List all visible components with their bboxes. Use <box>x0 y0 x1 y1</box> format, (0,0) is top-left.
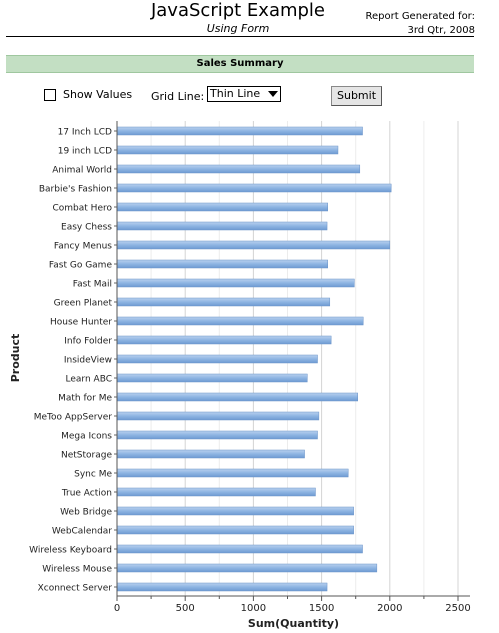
bar <box>116 221 328 231</box>
bar <box>116 525 354 535</box>
bar <box>116 240 391 250</box>
dropdown-arrow-icon <box>268 91 278 97</box>
category-label: Info Folder <box>64 337 112 347</box>
category-label: Animal World <box>52 166 112 176</box>
grid-line-label: Grid Line: <box>151 90 205 103</box>
category-label: Fancy Menus <box>54 242 112 252</box>
bar <box>116 392 358 402</box>
x-tick-label: 2500 <box>445 603 470 614</box>
x-tick-label: 1500 <box>309 603 334 614</box>
category-label: Web Bridge <box>60 508 112 518</box>
grid-line-selected: Thin Line <box>210 87 261 100</box>
show-values-checkbox[interactable] <box>44 89 56 101</box>
x-axis-title: Sum(Quantity) <box>248 617 339 630</box>
category-label: MeToo AppServer <box>34 413 113 423</box>
category-label: Green Planet <box>54 299 113 309</box>
submit-button[interactable]: Submit <box>331 86 382 106</box>
bar <box>116 449 305 459</box>
bar <box>116 506 354 516</box>
category-label: WebCalendar <box>52 527 112 537</box>
category-label: Barbie's Fashion <box>39 185 112 195</box>
page-title: JavaScript Example <box>150 0 326 21</box>
bar <box>116 544 363 554</box>
category-label: Xconnect Server <box>38 584 113 594</box>
bar <box>116 487 316 497</box>
show-values-label: Show Values <box>63 88 133 101</box>
category-label: Wireless Mouse <box>42 565 112 575</box>
bar <box>116 126 363 136</box>
x-tick-label: 0 <box>114 603 120 614</box>
category-label: Combat Hero <box>53 204 113 214</box>
report-label: Report Generated for: <box>365 11 475 22</box>
category-label: Fast Go Game <box>49 261 113 271</box>
category-label: Fast Mail <box>73 280 112 290</box>
section-header: Sales Summary <box>6 55 474 73</box>
category-label: Easy Chess <box>61 223 112 233</box>
category-label: NetStorage <box>61 451 112 461</box>
bar <box>116 278 355 288</box>
category-label: Sync Me <box>74 470 112 480</box>
x-tick-label: 500 <box>176 603 195 614</box>
category-label: 17 Inch LCD <box>58 128 112 138</box>
bar <box>116 563 378 573</box>
category-label: Math for Me <box>58 394 112 404</box>
bar <box>116 183 392 193</box>
category-label: Mega Icons <box>61 432 112 442</box>
grid-line-select[interactable]: Thin Line <box>207 86 281 102</box>
bar <box>116 411 320 421</box>
bar <box>116 582 328 592</box>
bar <box>116 468 349 478</box>
category-label: Wireless Keyboard <box>29 546 112 556</box>
report-period: 3rd Qtr, 2008 <box>407 25 475 36</box>
x-tick-label: 1000 <box>241 603 266 614</box>
category-label: True Action <box>61 489 112 499</box>
bar <box>116 259 328 269</box>
page-subtitle: Using Form <box>206 22 270 35</box>
bar <box>116 316 364 326</box>
bar <box>116 335 332 345</box>
x-tick-label: 2000 <box>377 603 402 614</box>
header-divider <box>6 36 474 37</box>
category-label: 19 inch LCD <box>58 147 112 157</box>
bar <box>116 297 331 307</box>
section-title: Sales Summary <box>196 58 284 69</box>
category-label: Learn ABC <box>66 375 112 385</box>
report-info: Report Generated for: 3rd Qtr, 2008 <box>365 10 475 38</box>
bar <box>116 430 318 440</box>
bar <box>116 354 318 364</box>
bar <box>116 373 308 383</box>
bar <box>116 145 339 155</box>
category-label: House Hunter <box>50 318 112 328</box>
bar <box>116 164 361 174</box>
options-form: Show Values Grid Line: Thin Line Submit <box>0 84 499 106</box>
y-axis-title: Product <box>9 334 22 383</box>
bar <box>116 202 328 212</box>
category-label: InsideView <box>64 356 112 366</box>
